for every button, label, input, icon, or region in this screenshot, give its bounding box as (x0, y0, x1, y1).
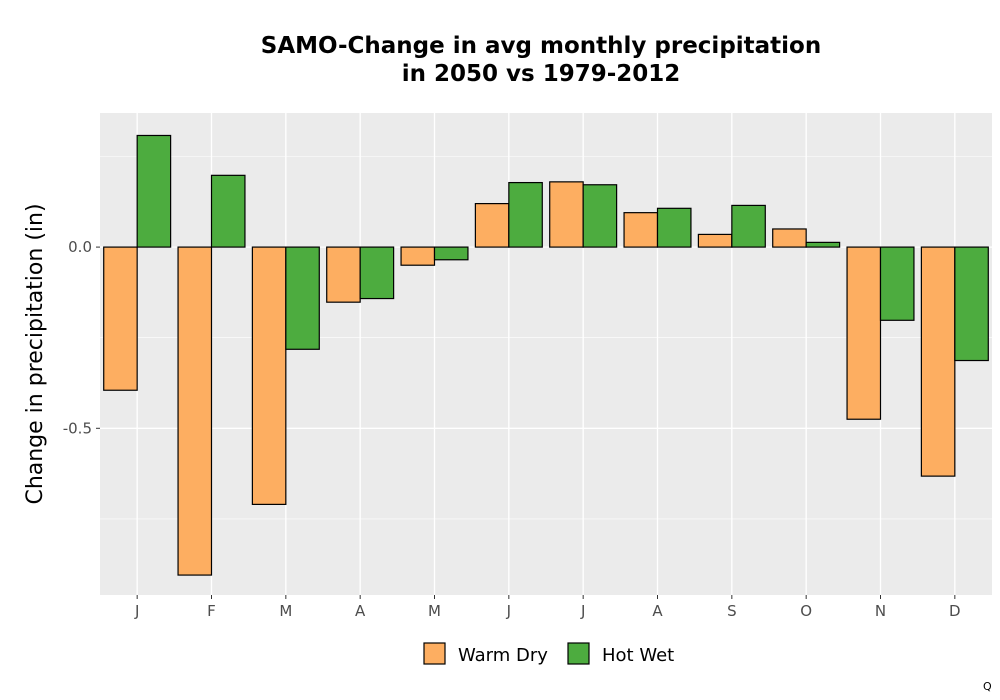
bar-warm-dry (549, 181, 584, 248)
plot-panel (100, 113, 992, 595)
corner-mark: Q (983, 680, 992, 693)
bar-hot-wet (433, 246, 469, 261)
x-tick-label: S (727, 602, 737, 620)
legend-label-warm-dry: Warm Dry (458, 645, 548, 666)
legend-label-hot-wet: Hot Wet (602, 645, 674, 666)
bar-hot-wet (136, 134, 172, 248)
chart-title-line1: SAMO-Change in avg monthly precipitation (261, 33, 821, 59)
x-tick-label: M (279, 602, 292, 620)
bar-warm-dry (177, 246, 213, 576)
y-axis-title: Change in precipitation (in) (23, 203, 48, 504)
bar-warm-dry (846, 246, 882, 420)
x-tick-label: J (580, 602, 585, 620)
bar-hot-wet (879, 246, 915, 321)
bar-hot-wet (359, 246, 395, 300)
bar-hot-wet (731, 204, 766, 248)
bar-hot-wet (954, 246, 989, 362)
bar-warm-dry (251, 246, 287, 505)
bar-hot-wet (285, 246, 320, 350)
bar-warm-dry (623, 212, 659, 248)
bar-warm-dry (697, 233, 733, 248)
bar-hot-wet (508, 181, 543, 248)
chart-title-line2: in 2050 vs 1979-2012 (402, 61, 681, 87)
legend-key-warm-dry (423, 642, 446, 665)
legend: Warm Dry Hot Wet (423, 642, 674, 666)
x-tick-label: D (949, 602, 961, 620)
x-tick-label: F (207, 602, 216, 620)
x-tick-label: A (652, 602, 663, 620)
bar-hot-wet (805, 241, 841, 248)
x-tick-label: N (875, 602, 886, 620)
bar-warm-dry (474, 203, 510, 248)
bar-hot-wet (210, 174, 246, 248)
bar-hot-wet (656, 207, 692, 248)
x-tick-label: M (428, 602, 441, 620)
grid-lines (100, 113, 992, 595)
legend-key-hot-wet (567, 642, 590, 665)
bar-warm-dry (400, 246, 436, 266)
y-tick-label: 0.0 (68, 238, 92, 256)
bars (103, 134, 989, 576)
y-tick-label: -0.5 (63, 419, 92, 437)
bar-hot-wet (582, 184, 618, 248)
bar-warm-dry (772, 228, 807, 248)
x-tick-label: J (134, 602, 139, 620)
x-tick-label: O (800, 602, 812, 620)
y-axis: 0.0 -0.5 (63, 238, 100, 437)
bar-warm-dry (103, 246, 138, 391)
bar-warm-dry (920, 246, 956, 477)
x-tick-label: J (506, 602, 511, 620)
x-tick-label: A (355, 602, 366, 620)
bar-warm-dry (326, 246, 361, 303)
